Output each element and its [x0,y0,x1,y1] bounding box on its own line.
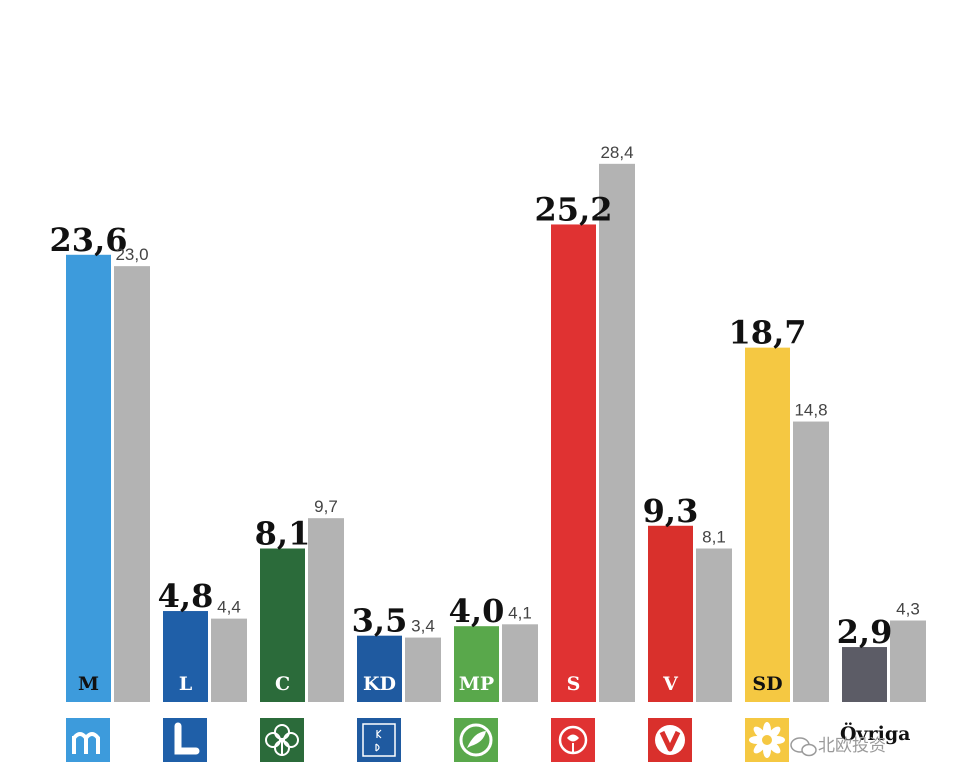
bar-previous-4 [502,624,538,702]
bar-previous-2 [308,518,344,702]
bar-current-2 [260,548,305,702]
party-abbr-6: V [662,673,679,695]
bar-previous-6 [696,548,732,702]
rose-icon [551,718,595,762]
kd-logo-icon [357,718,401,762]
party-abbr-5: S [567,673,581,695]
bar-previous-7 [793,421,829,702]
bar-current-0 [66,254,111,702]
clover-icon [260,718,304,762]
value-label-previous-3: 3,4 [411,617,435,636]
party-icons-group [66,718,789,762]
party-abbr-8: Övriga [840,722,910,745]
value-label-current-5: 25,2 [535,190,613,228]
bar-current-4 [454,626,499,702]
value-label-current-4: 4,0 [449,592,505,630]
value-label-current-6: 9,3 [643,492,699,530]
bar-current-7 [745,347,790,702]
watermark: 北欧投资 [790,736,886,757]
party-abbr-7: SD [752,673,782,695]
value-label-previous-8: 4,3 [896,600,920,619]
watermark-text: 北欧投资 [818,736,886,756]
bar-current-3 [357,635,402,702]
bar-previous-3 [405,637,441,702]
l-logo-icon [163,718,207,762]
leaf-icon [454,718,498,762]
bar-current-5 [551,224,596,702]
value-label-current-1: 4,8 [158,577,214,615]
wechat-icon [790,737,817,757]
m-logo-icon [66,718,110,762]
party-abbr-2: C [275,673,290,695]
value-label-previous-0: 23,0 [115,245,148,264]
value-label-previous-6: 8,1 [702,528,726,547]
value-label-current-8: 2,9 [837,613,893,651]
value-label-previous-4: 4,1 [508,603,532,622]
value-label-previous-5: 28,4 [600,143,633,162]
value-label-current-3: 3,5 [352,602,408,640]
value-label-current-7: 18,7 [729,314,807,352]
bar-current-6 [648,525,693,702]
bar-previous-8 [890,620,926,702]
bar-previous-5 [599,163,635,702]
value-label-previous-1: 4,4 [217,598,241,617]
party-abbr-0: M [78,673,99,695]
bar-previous-0 [114,266,150,702]
party-abbr-1: L [179,673,192,695]
bar-current-8 [842,647,887,702]
bar-current-1 [163,611,208,702]
party-abbr-3: KD [363,673,396,695]
daisy-icon [745,718,789,762]
v-logo-icon [648,718,692,762]
value-label-previous-7: 14,8 [794,401,827,420]
value-label-current-0: 23,6 [50,221,128,259]
party-abbr-4: MP [459,673,494,695]
value-label-current-2: 8,1 [255,515,311,553]
bar-previous-1 [211,618,247,702]
value-label-previous-2: 9,7 [314,497,338,516]
